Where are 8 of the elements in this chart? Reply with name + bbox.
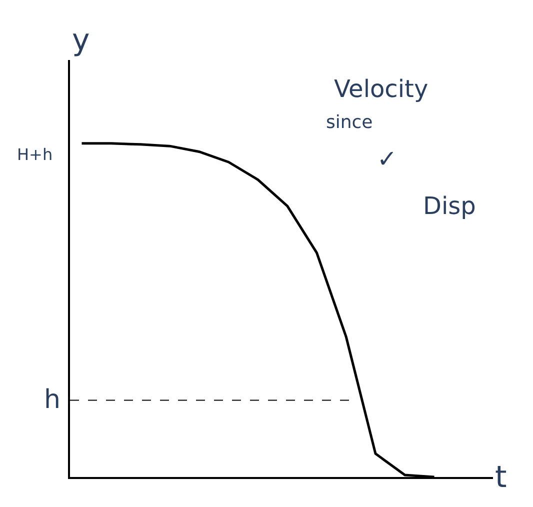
annotation: ✓ [377, 145, 398, 173]
text: Velocity [334, 75, 428, 103]
text: since [326, 112, 373, 133]
ref-line-label: h [44, 385, 60, 415]
x-axis-title: t [495, 460, 507, 495]
annotation: Disp [423, 192, 476, 220]
y-axis-title: y [72, 23, 90, 58]
text: H+h [17, 145, 53, 164]
